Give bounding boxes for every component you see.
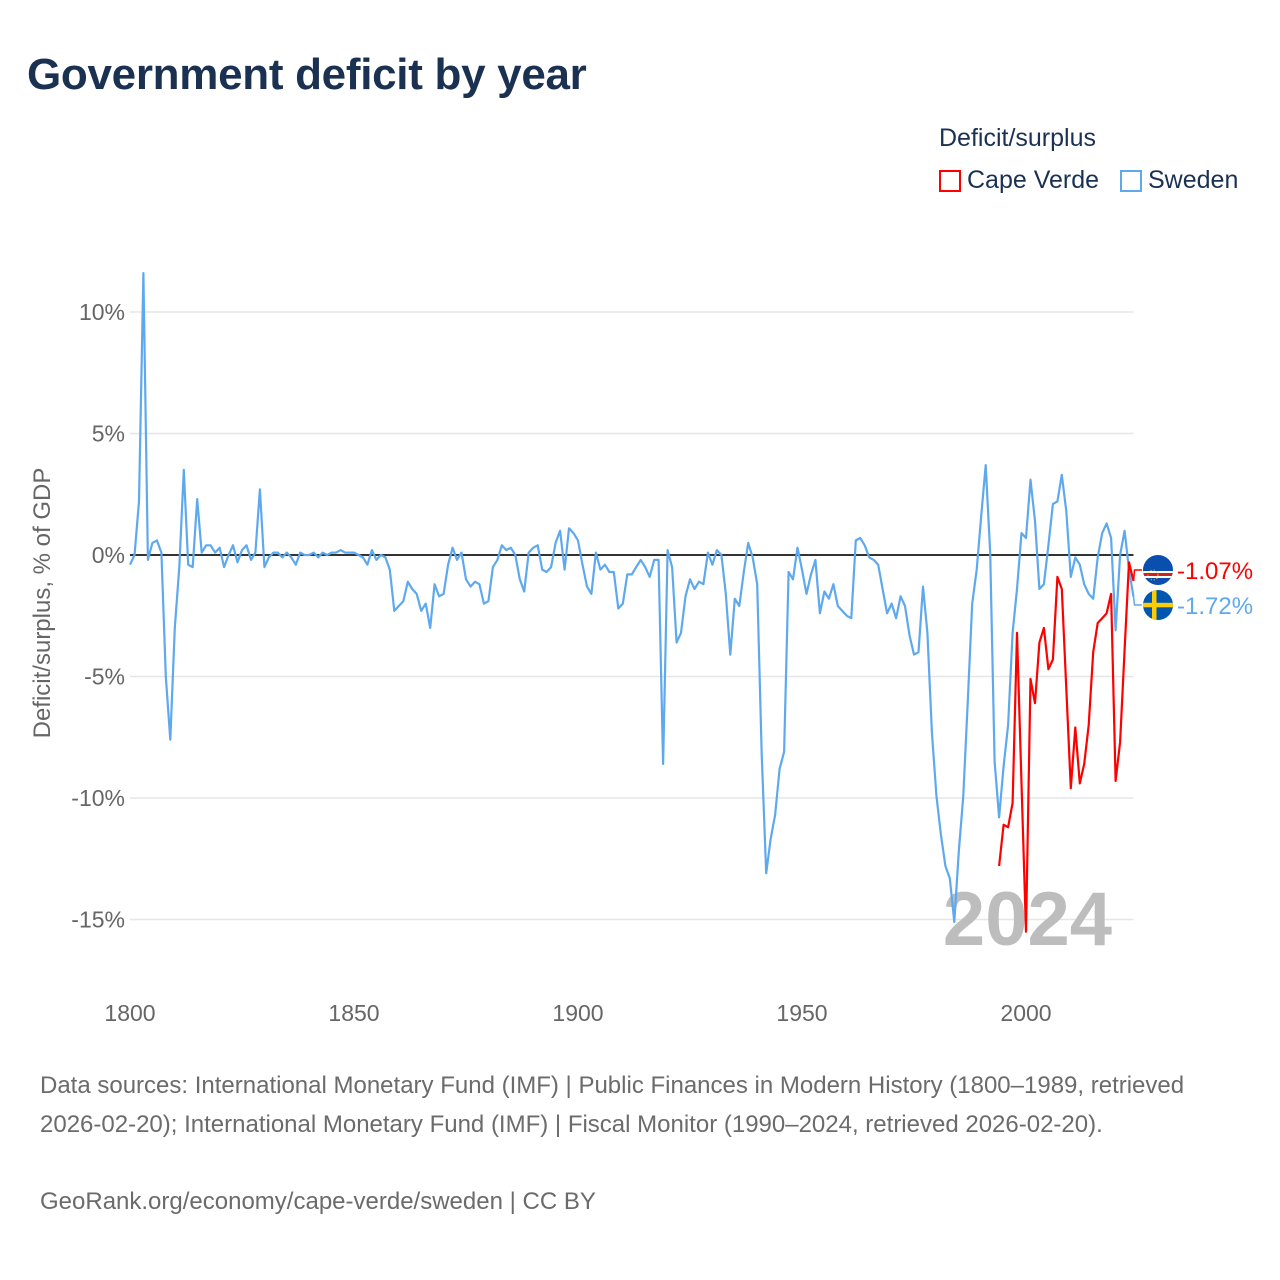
legend-item-sweden[interactable]: Sweden xyxy=(1120,166,1238,195)
line-cape-verde[interactable] xyxy=(998,561,1135,933)
x-tick-label: 1950 xyxy=(776,1000,827,1026)
y-tick-label: -15% xyxy=(71,907,125,933)
y-tick-label: 5% xyxy=(92,421,125,447)
legend-title: Deficit/surplus xyxy=(939,124,1096,152)
end-label-cape-verde: -1.07% xyxy=(1177,558,1253,585)
series-sweden xyxy=(129,272,1135,923)
legend-label-cape-verde: Cape Verde xyxy=(967,166,1100,194)
series-cape-verde xyxy=(998,561,1135,933)
cape-verde-flag-icon xyxy=(1143,555,1173,585)
x-tick-label: 1900 xyxy=(552,1000,603,1026)
y-tick-label: -10% xyxy=(71,785,125,811)
x-axis-ticks: 1800 1850 1900 1950 2000 xyxy=(104,1000,1051,1026)
legend-swatch-sweden xyxy=(1120,169,1142,192)
legend-item-cape-verde[interactable]: Cape Verde xyxy=(939,166,1099,195)
y-axis-ticks: 10% 5% 0% -5% -10% -15% xyxy=(71,299,125,933)
y-tick-label: 10% xyxy=(79,299,125,325)
legend-label-sweden: Sweden xyxy=(1148,166,1239,194)
label-connector-cape-verde xyxy=(1132,569,1142,582)
sweden-flag-icon xyxy=(1143,590,1173,620)
y-tick-label: -5% xyxy=(84,664,125,690)
y-axis-title: Deficit/surplus, % of GDP xyxy=(29,468,56,739)
source-link[interactable]: GeoRank.org/economy/cape-verde/sweden | … xyxy=(40,1188,596,1215)
gridlines xyxy=(130,311,1134,921)
data-sources: Data sources: International Monetary Fun… xyxy=(40,1072,1185,1138)
end-label-sweden: -1.72% xyxy=(1177,593,1253,620)
label-connector-sweden xyxy=(1132,596,1142,606)
legend-swatch-cape-verde xyxy=(939,169,961,192)
x-tick-label: 2000 xyxy=(1000,1000,1051,1026)
x-tick-label: 1850 xyxy=(328,1000,379,1026)
chart-area: 10%5%0%-5%-10%-15% 1800 1850 1900 1950 2000 … xyxy=(29,272,1253,1026)
x-tick-label: 1800 xyxy=(104,1000,155,1026)
chart-title: Government deficit by year xyxy=(27,50,587,99)
line-sweden[interactable] xyxy=(129,272,1135,923)
y-tick-label: 0% xyxy=(92,542,125,568)
